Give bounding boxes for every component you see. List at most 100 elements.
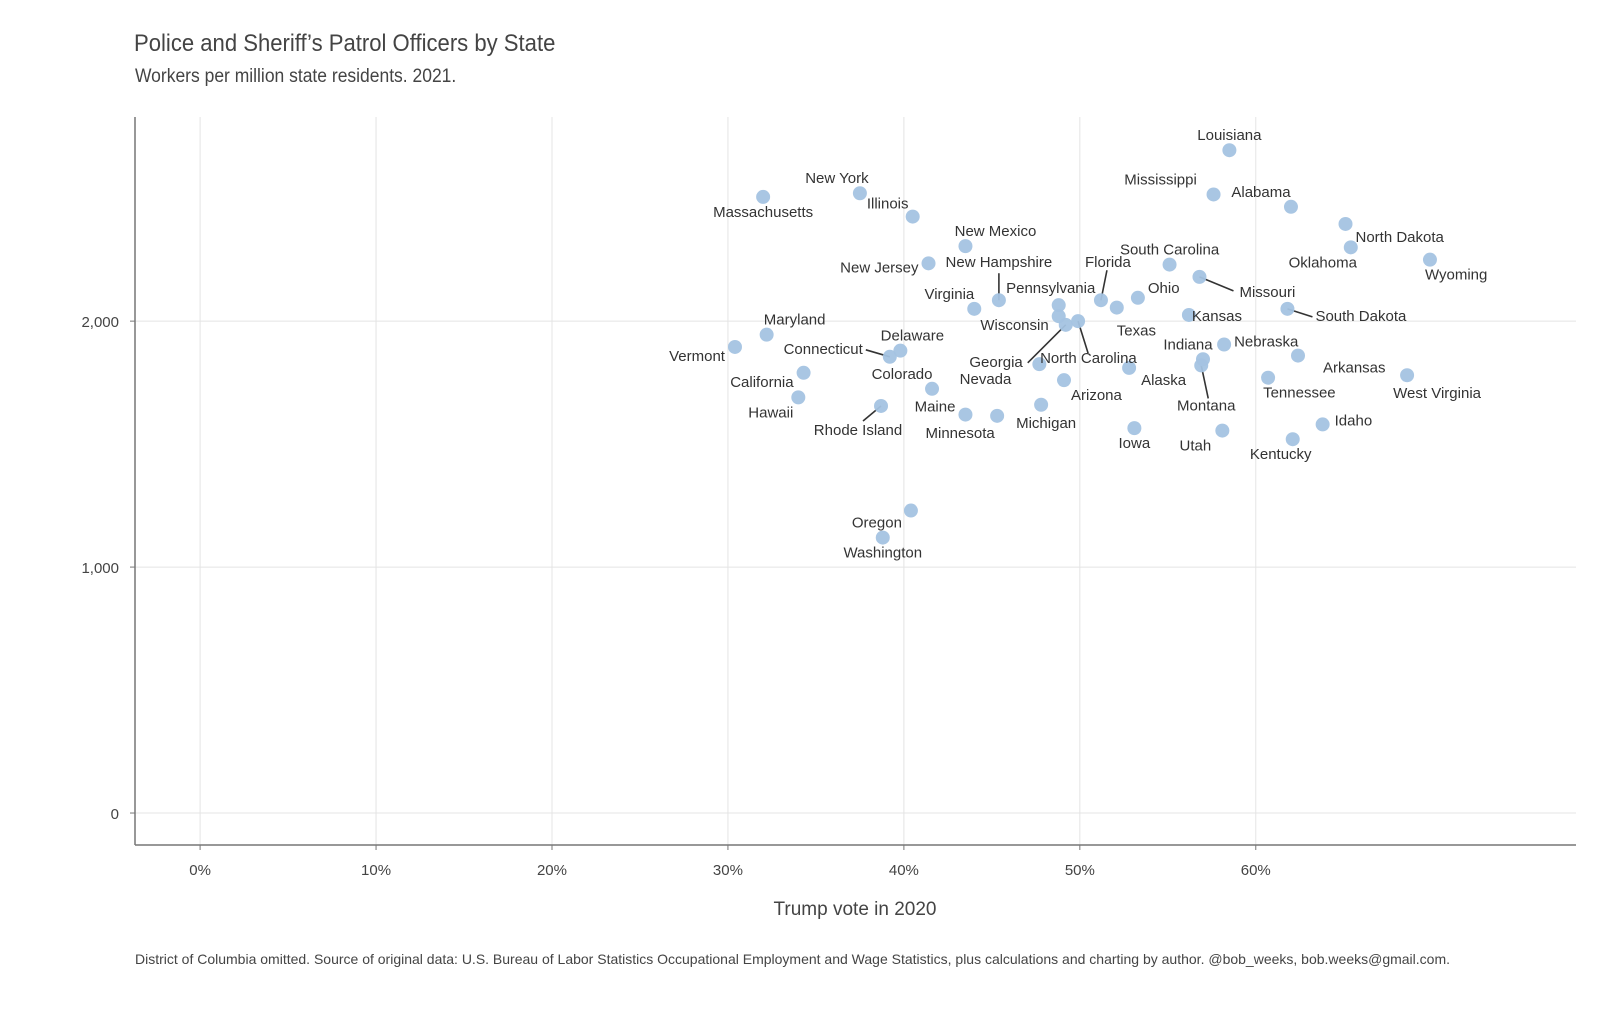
point-label: Illinois — [867, 196, 909, 213]
data-point — [1130, 290, 1145, 305]
data-point — [756, 189, 771, 204]
point-label: Florida — [1085, 254, 1132, 271]
point-label: Alabama — [1231, 184, 1291, 201]
point-label: Pennsylvania — [1006, 280, 1096, 297]
data-point — [991, 293, 1006, 308]
point-label: Virginia — [924, 286, 974, 303]
data-point — [1181, 307, 1196, 322]
x-tick-label: 30% — [713, 862, 743, 879]
point-label: Minnesota — [926, 425, 996, 442]
data-point — [1315, 417, 1330, 432]
point-label: Massachusetts — [713, 204, 813, 221]
point-label: Wyoming — [1425, 267, 1487, 284]
x-tick-label: 10% — [361, 862, 391, 879]
point-label: California — [730, 374, 794, 391]
data-point — [1206, 187, 1221, 202]
label-leaders — [862, 270, 1313, 422]
data-point — [921, 256, 936, 271]
point-label: Michigan — [1016, 415, 1076, 432]
data-point — [903, 503, 918, 518]
point-label: Connecticut — [784, 341, 864, 358]
x-tick-label: 0% — [189, 862, 211, 879]
point-label: Indiana — [1163, 336, 1213, 353]
point-label: West Virginia — [1393, 385, 1481, 402]
data-point — [1071, 314, 1086, 329]
data-point — [1093, 293, 1108, 308]
data-point — [1291, 348, 1306, 363]
data-point — [791, 390, 806, 405]
point-label: Arkansas — [1323, 360, 1386, 377]
point-label: South Dakota — [1315, 308, 1407, 325]
point-label: Arizona — [1071, 387, 1123, 404]
point-label: Kansas — [1192, 308, 1242, 325]
data-point — [759, 327, 774, 342]
point-label: Maine — [915, 399, 956, 416]
point-label: Missouri — [1239, 284, 1295, 301]
point-labels: Louisiana Mississippi Alabama North Dakota O… — [669, 127, 1487, 561]
point-label: Alaska — [1141, 372, 1187, 389]
point-label: Oklahoma — [1289, 254, 1358, 271]
point-label: Louisiana — [1197, 127, 1262, 144]
data-point — [727, 339, 742, 354]
point-label: New York — [805, 170, 869, 187]
axes — [134, 117, 1576, 846]
point-label: North Carolina — [1040, 350, 1137, 367]
data-point — [1283, 199, 1298, 214]
point-label: Utah — [1180, 438, 1212, 455]
point-label: Iowa — [1119, 435, 1151, 452]
point-label: Oregon — [852, 515, 902, 532]
data-point — [1032, 357, 1047, 372]
data-point — [1222, 143, 1237, 158]
data-point — [1343, 240, 1358, 255]
x-tick-label: 20% — [537, 862, 567, 879]
point-label: Georgia — [969, 354, 1023, 371]
x-tick-label: 60% — [1241, 862, 1271, 879]
x-tick-label: 40% — [889, 862, 919, 879]
data-points — [727, 143, 1437, 545]
point-label: North Dakota — [1356, 229, 1445, 246]
grid-lines — [135, 117, 1576, 845]
data-point — [1215, 423, 1230, 438]
point-label: Idaho — [1335, 412, 1373, 429]
data-point — [893, 343, 908, 358]
data-point — [796, 365, 811, 380]
point-label: Rhode Island — [814, 422, 902, 439]
data-point — [1127, 421, 1142, 436]
point-label: Tennessee — [1263, 385, 1336, 402]
y-tick-label: 2,000 — [81, 314, 119, 331]
point-label: New Hampshire — [946, 254, 1053, 271]
x-axis-title: Trump vote in 2020 — [774, 899, 937, 920]
data-point — [1034, 397, 1049, 412]
point-label: Nebraska — [1234, 334, 1299, 351]
point-label: Nevada — [960, 371, 1012, 388]
data-point — [1217, 337, 1232, 352]
data-point — [1162, 257, 1177, 272]
data-point — [1051, 298, 1066, 313]
data-point — [1400, 368, 1415, 383]
point-label: Wisconsin — [980, 317, 1048, 334]
point-label: Montana — [1177, 397, 1236, 414]
label-leader-line — [1027, 324, 1067, 364]
data-point — [1280, 301, 1295, 316]
point-label: Ohio — [1148, 280, 1180, 297]
data-point — [1056, 373, 1071, 388]
data-point — [1338, 216, 1353, 231]
x-tick-label: 50% — [1065, 862, 1095, 879]
data-point — [958, 407, 973, 422]
data-point — [875, 530, 890, 545]
point-label: Kentucky — [1250, 446, 1312, 463]
data-point — [1194, 358, 1209, 373]
point-label: South Carolina — [1120, 242, 1220, 259]
point-label: Hawaii — [748, 404, 793, 421]
tick-labels: 0% 10% 20% 30% 40% 50% 60% 0 1,000 2,000 — [81, 314, 1270, 879]
y-tick-label: 1,000 — [81, 560, 119, 577]
chart-title: Police and Sheriff’s Patrol Officers by … — [134, 30, 556, 57]
point-label: Washington — [843, 545, 922, 562]
data-point — [1192, 269, 1207, 284]
point-label: Maryland — [764, 312, 826, 329]
point-label: New Mexico — [955, 223, 1037, 240]
point-label: Texas — [1117, 323, 1156, 340]
data-point — [882, 349, 897, 364]
data-point — [990, 408, 1005, 423]
